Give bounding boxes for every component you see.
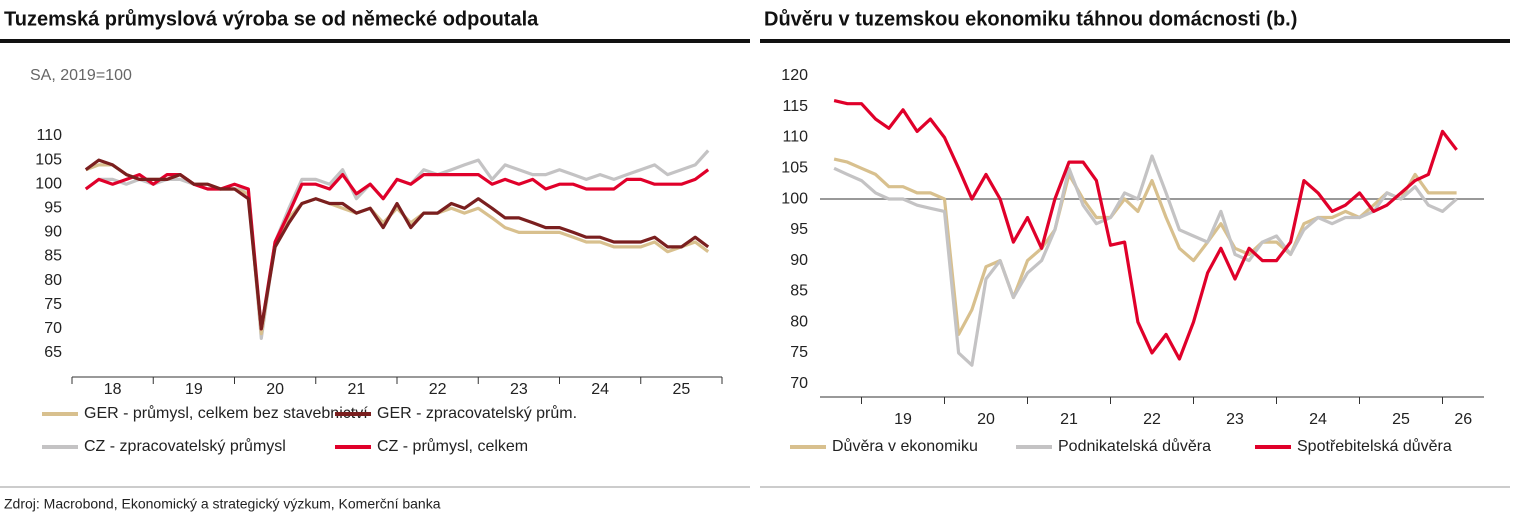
y-tick-label: 110 <box>782 129 808 146</box>
series-line <box>833 157 1457 336</box>
y-tick-label: 115 <box>782 98 808 115</box>
y-tick-label: 105 <box>781 160 808 177</box>
y-tick-label: 95 <box>44 200 62 217</box>
x-tick-label: 25 <box>672 381 690 398</box>
y-tick-label: 85 <box>44 248 62 265</box>
x-tick-label: 22 <box>429 381 447 398</box>
y-tick-label: 95 <box>790 221 808 238</box>
series-line <box>833 154 1458 367</box>
legend-label: Spotřebitelská důvěra <box>1297 437 1452 455</box>
x-tick-label: 26 <box>1454 411 1472 428</box>
x-tick-label: 21 <box>1060 411 1078 428</box>
y-tick-label: 120 <box>781 67 808 84</box>
x-tick-label: 22 <box>1143 411 1161 428</box>
y-tick-label: 80 <box>44 272 62 289</box>
x-tick-label: 20 <box>977 411 995 428</box>
source-note: Zdroj: Macrobond, Ekonomický a strategic… <box>4 496 441 512</box>
chart-title: Důvěru v tuzemskou ekonomiku táhnou domá… <box>764 8 1297 30</box>
x-tick-label: 23 <box>1226 411 1244 428</box>
y-tick-label: 70 <box>790 375 808 392</box>
x-tick-label: 19 <box>894 411 912 428</box>
series-line <box>833 99 1458 361</box>
legend-label: GER - průmysl, celkem bez stavebnictví <box>84 404 368 422</box>
y-tick-label: 85 <box>790 283 808 300</box>
y-tick-label: 65 <box>44 344 62 361</box>
x-tick-label: 21 <box>347 381 365 398</box>
chart-title: Tuzemská průmyslová výroba se od německé… <box>4 8 539 30</box>
series-line <box>84 168 710 331</box>
x-tick-label: 19 <box>185 381 203 398</box>
x-tick-label: 24 <box>591 381 609 398</box>
x-tick-label: 23 <box>510 381 528 398</box>
legend-label: Důvěra v ekonomiku <box>832 437 978 455</box>
title-rule <box>760 39 1510 43</box>
legend-label: GER - zpracovatelský prům. <box>377 404 577 422</box>
y-tick-label: 100 <box>35 175 62 192</box>
y-tick-label: 90 <box>44 224 62 241</box>
y-tick-label: 105 <box>35 151 62 168</box>
x-tick-label: 18 <box>104 381 122 398</box>
y-tick-label: 110 <box>36 127 62 144</box>
series-line <box>84 158 710 331</box>
x-tick-label: 24 <box>1309 411 1327 428</box>
x-tick-label: 25 <box>1392 411 1410 428</box>
legend-label: CZ - zpracovatelský průmysl <box>84 437 286 455</box>
y-tick-label: 75 <box>790 344 808 361</box>
x-tick-label: 20 <box>266 381 284 398</box>
y-tick-label: 75 <box>44 296 62 313</box>
legend-label: Podnikatelská důvěra <box>1058 437 1211 455</box>
y-tick-label: 80 <box>790 313 808 330</box>
y-tick-label: 100 <box>781 190 808 207</box>
title-rule <box>0 39 750 43</box>
y-tick-label: 70 <box>44 320 62 337</box>
chart-subtitle: SA, 2019=100 <box>30 67 132 84</box>
y-tick-label: 90 <box>790 252 808 269</box>
legend-label: CZ - průmysl, celkem <box>377 437 528 455</box>
